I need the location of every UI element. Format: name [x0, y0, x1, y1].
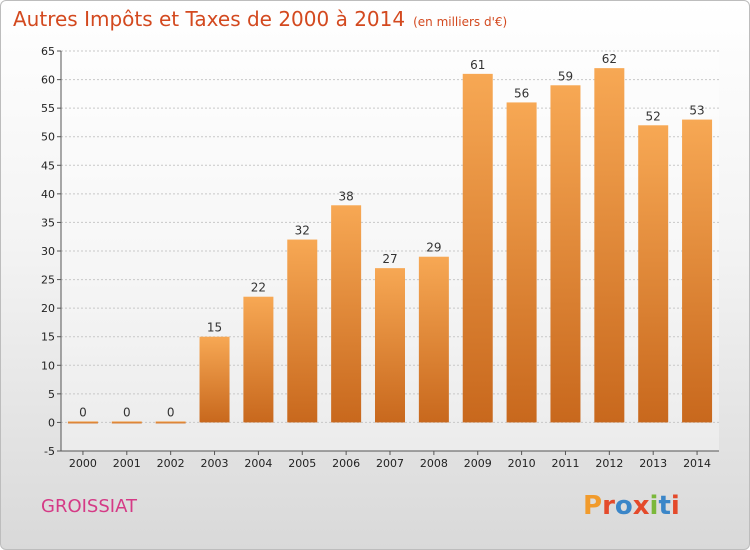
data-label: 29 [426, 241, 441, 255]
bar [594, 68, 625, 423]
data-label: 38 [338, 189, 353, 203]
commune-name: GROISSIAT [41, 496, 138, 517]
x-tick-label: 2005 [288, 457, 316, 470]
bar [67, 421, 98, 424]
x-tick-label: 2013 [639, 457, 667, 470]
x-tick-label: 2002 [157, 457, 185, 470]
y-tick-label: 60 [41, 74, 55, 87]
x-tick-label: 2006 [332, 457, 360, 470]
bar [506, 102, 537, 423]
logo-letter: r [602, 491, 615, 521]
x-tick-label: 2009 [464, 457, 492, 470]
bar [111, 421, 142, 424]
data-label: 27 [382, 252, 397, 266]
data-label: 0 [123, 405, 131, 419]
bar [638, 125, 669, 423]
bar [682, 119, 713, 423]
logo-letter: x [632, 491, 650, 521]
bar [462, 73, 493, 423]
x-tick-label: 2008 [420, 457, 448, 470]
y-tick-label: 30 [41, 245, 55, 258]
x-tick-label: 2012 [595, 457, 623, 470]
y-tick-label: 35 [41, 216, 55, 229]
y-tick-label: 5 [48, 388, 55, 401]
data-label: 59 [558, 69, 573, 83]
data-label: 62 [602, 52, 617, 66]
x-tick-label: 2010 [508, 457, 536, 470]
logo-letter: t [658, 491, 671, 521]
y-tick-label: 10 [41, 359, 55, 372]
y-tick-label: 25 [41, 274, 55, 287]
y-tick-label: 55 [41, 102, 55, 115]
data-label: 56 [514, 86, 529, 100]
chart-title: Autres Impôts et Taxes de 2000 à 2014 (en… [13, 7, 507, 31]
y-tick-label: 45 [41, 159, 55, 172]
data-label: 0 [79, 405, 87, 419]
data-label: 0 [167, 405, 175, 419]
bar [418, 256, 449, 423]
chart-unit: (en milliers d'€) [413, 15, 508, 29]
x-tick-label: 2000 [69, 457, 97, 470]
x-tick-label: 2001 [113, 457, 141, 470]
y-tick-label: 20 [41, 302, 55, 315]
bar [155, 421, 186, 424]
bar [331, 205, 362, 423]
x-tick-label: 2004 [244, 457, 272, 470]
bar [243, 296, 274, 423]
logo-letter: P [583, 491, 603, 521]
x-tick-label: 2007 [376, 457, 404, 470]
data-label: 32 [295, 224, 310, 238]
data-label: 22 [251, 281, 266, 295]
x-tick-label: 2011 [551, 457, 579, 470]
data-label: 53 [689, 104, 704, 118]
y-tick-label: 65 [41, 45, 55, 58]
data-label: 52 [646, 109, 661, 123]
logo-letter: i [649, 491, 659, 521]
bar [199, 336, 230, 423]
data-label: 15 [207, 321, 222, 335]
bar [550, 85, 581, 423]
x-tick-label: 2014 [683, 457, 711, 470]
y-tick-label: 0 [48, 416, 55, 429]
logo-letter: o [614, 491, 633, 521]
bar [287, 239, 318, 423]
x-tick-label: 2003 [201, 457, 229, 470]
y-tick-label: 50 [41, 131, 55, 144]
y-tick-label: 40 [41, 188, 55, 201]
logo-letter: i [670, 491, 680, 521]
data-label: 61 [470, 58, 485, 72]
y-tick-label: 15 [41, 331, 55, 344]
proxiti-logo: Proxiti [583, 491, 680, 521]
chart-title-text: Autres Impôts et Taxes de 2000 à 2014 [13, 7, 406, 31]
y-tick-label: -5 [44, 445, 55, 458]
bar [375, 268, 405, 423]
